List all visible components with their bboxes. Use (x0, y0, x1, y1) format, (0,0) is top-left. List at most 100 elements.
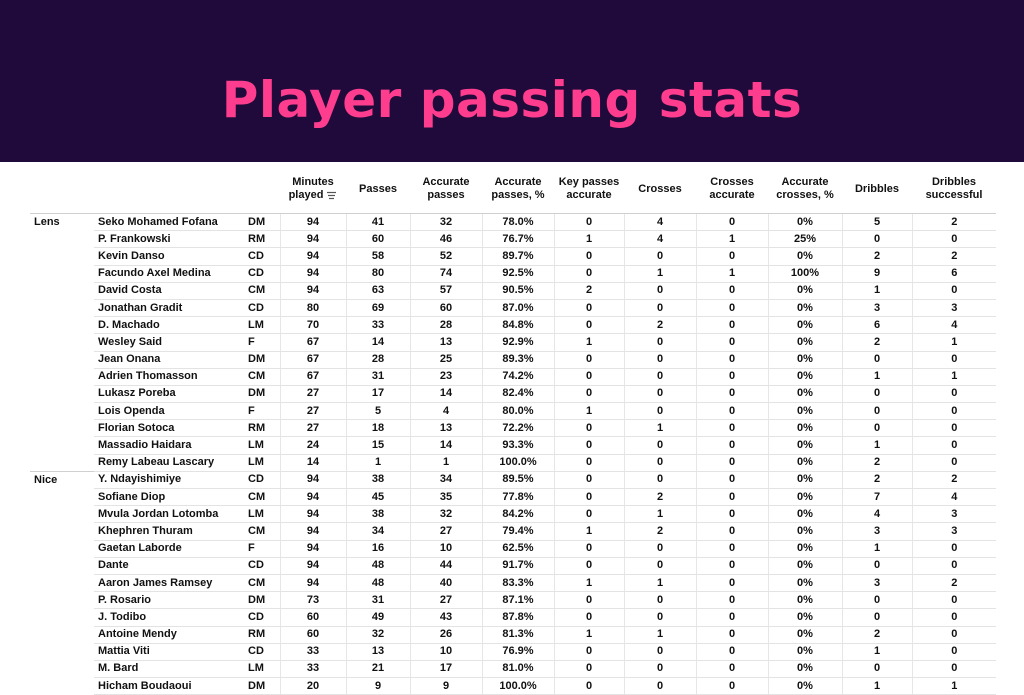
stat-cell: 15 (345, 436, 410, 455)
stat-cell: 0 (911, 282, 996, 300)
stat-cell: 0% (767, 488, 842, 507)
stat-cell: 3 (911, 522, 996, 541)
position-cell: CD (242, 299, 280, 318)
column-header[interactable]: Dribbles successful (912, 165, 996, 214)
stat-cell: 0 (841, 591, 912, 610)
player-name-cell: Khephren Thuram (94, 522, 242, 541)
position-cell: LM (242, 316, 280, 335)
stat-cell: 21 (345, 660, 410, 679)
stat-cell: 38 (345, 470, 410, 490)
stat-cell: 0 (841, 419, 912, 438)
stat-cell: 0 (553, 368, 624, 386)
stat-cell: 1 (841, 282, 912, 300)
position-cell: F (242, 333, 280, 352)
stat-cell: 94 (279, 540, 346, 558)
team-cell (30, 678, 94, 695)
stat-cell: 0% (767, 282, 842, 300)
stat-cell: 2 (841, 333, 912, 352)
stat-cell: 83.3% (481, 574, 554, 593)
stat-cell: 13 (409, 333, 482, 352)
stat-cell: 2 (841, 626, 912, 644)
team-cell (30, 592, 94, 609)
column-header-label: Dribbles (854, 182, 899, 195)
stat-cell: 4 (623, 212, 696, 232)
stat-cell: 46 (409, 230, 482, 249)
stat-cell: 2 (841, 470, 912, 490)
table-row: Lens Seko Mohamed Fofana DM 94 41 32 78.0% 0 4 0 0… (30, 212, 996, 232)
stat-cell: 58 (345, 247, 410, 266)
stat-cell: 0 (695, 470, 768, 490)
stat-cell: 0 (841, 230, 912, 249)
stat-cell: 94 (279, 470, 346, 490)
position-cell: CM (242, 574, 280, 593)
player-name-cell: Mattia Viti (94, 643, 242, 661)
stat-cell: 52 (409, 247, 482, 266)
position-cell: F (242, 402, 280, 421)
table-row: M. Bard LM 33 21 17 81.0% 0 0 0 0% 0 0 (30, 660, 996, 679)
title-banner: Player passing stats (0, 0, 1024, 162)
stat-cell: 2 (911, 247, 996, 266)
stat-cell: 70 (279, 316, 346, 335)
player-name-cell: M. Bard (94, 660, 242, 679)
position-cell: LM (242, 436, 280, 455)
stat-cell: 3 (911, 505, 996, 524)
table-row: David Costa CM 94 63 57 90.5% 2 0 0 0% 1 0 (30, 282, 996, 300)
stat-cell: 17 (409, 660, 482, 679)
stat-cell: 27 (409, 591, 482, 610)
stat-cell: 0% (767, 436, 842, 455)
sort-descending-icon[interactable] (327, 191, 337, 200)
column-header-label: Accurate crosses, % (776, 176, 834, 201)
column-header[interactable]: Crosses (624, 165, 696, 214)
stat-cell: 0 (695, 282, 768, 300)
column-header[interactable]: Key passes accurate (554, 165, 624, 214)
stat-cell: 67 (279, 351, 346, 369)
column-header[interactable]: Minutes played (280, 165, 346, 214)
stat-cell: 0 (695, 660, 768, 679)
team-cell (30, 643, 94, 660)
stat-cell: 0 (553, 470, 624, 490)
stat-cell: 0 (911, 557, 996, 575)
stats-table-container: Minutes played Passes Accurate passes Accur… (30, 165, 996, 695)
stat-cell: 3 (841, 522, 912, 541)
stat-cell: 2 (623, 488, 696, 507)
stat-cell: 0 (623, 454, 696, 472)
stat-cell: 0 (553, 385, 624, 404)
stat-cell: 94 (279, 265, 346, 283)
stat-cell: 4 (623, 230, 696, 249)
column-header[interactable]: Accurate passes, % (482, 165, 554, 214)
stat-cell: 0% (767, 608, 842, 627)
player-name-cell: Lukasz Poreba (94, 385, 242, 404)
stat-cell: 0% (767, 505, 842, 524)
stat-cell: 26 (409, 626, 482, 644)
position-cell: DM (242, 591, 280, 610)
position-cell: RM (242, 419, 280, 438)
stat-cell: 0 (911, 626, 996, 644)
column-header[interactable]: Accurate crosses, % (768, 165, 842, 214)
stat-cell: 1 (841, 436, 912, 455)
player-name-cell: P. Rosario (94, 591, 242, 610)
stat-cell: 34 (345, 522, 410, 541)
column-header[interactable]: Crosses accurate (696, 165, 768, 214)
player-name-cell: Y. Ndayishimiye (94, 470, 242, 490)
table-row: Khephren Thuram CM 94 34 27 79.4% 1 2 0 0% 3 3 (30, 522, 996, 541)
stat-cell: 9 (345, 677, 410, 695)
stat-cell: 25% (767, 230, 842, 249)
player-name-cell: Remy Labeau Lascary (94, 454, 242, 472)
team-cell (30, 574, 94, 591)
stat-cell: 0 (623, 333, 696, 352)
column-header[interactable]: Passes (346, 165, 410, 214)
position-cell: CD (242, 247, 280, 266)
stat-cell: 0 (553, 454, 624, 472)
stat-cell: 94 (279, 247, 346, 266)
team-cell (30, 626, 94, 643)
stat-cell: 16 (345, 540, 410, 558)
column-header[interactable]: Accurate passes (410, 165, 482, 214)
stat-cell: 13 (409, 419, 482, 438)
column-header[interactable]: Dribbles (842, 165, 912, 214)
stat-cell: 63 (345, 282, 410, 300)
stat-cell: 0 (695, 299, 768, 318)
player-name-cell: Aaron James Ramsey (94, 574, 242, 593)
stat-cell: 0 (695, 368, 768, 386)
player-name-cell: Jean Onana (94, 351, 242, 369)
stat-cell: 4 (409, 402, 482, 421)
